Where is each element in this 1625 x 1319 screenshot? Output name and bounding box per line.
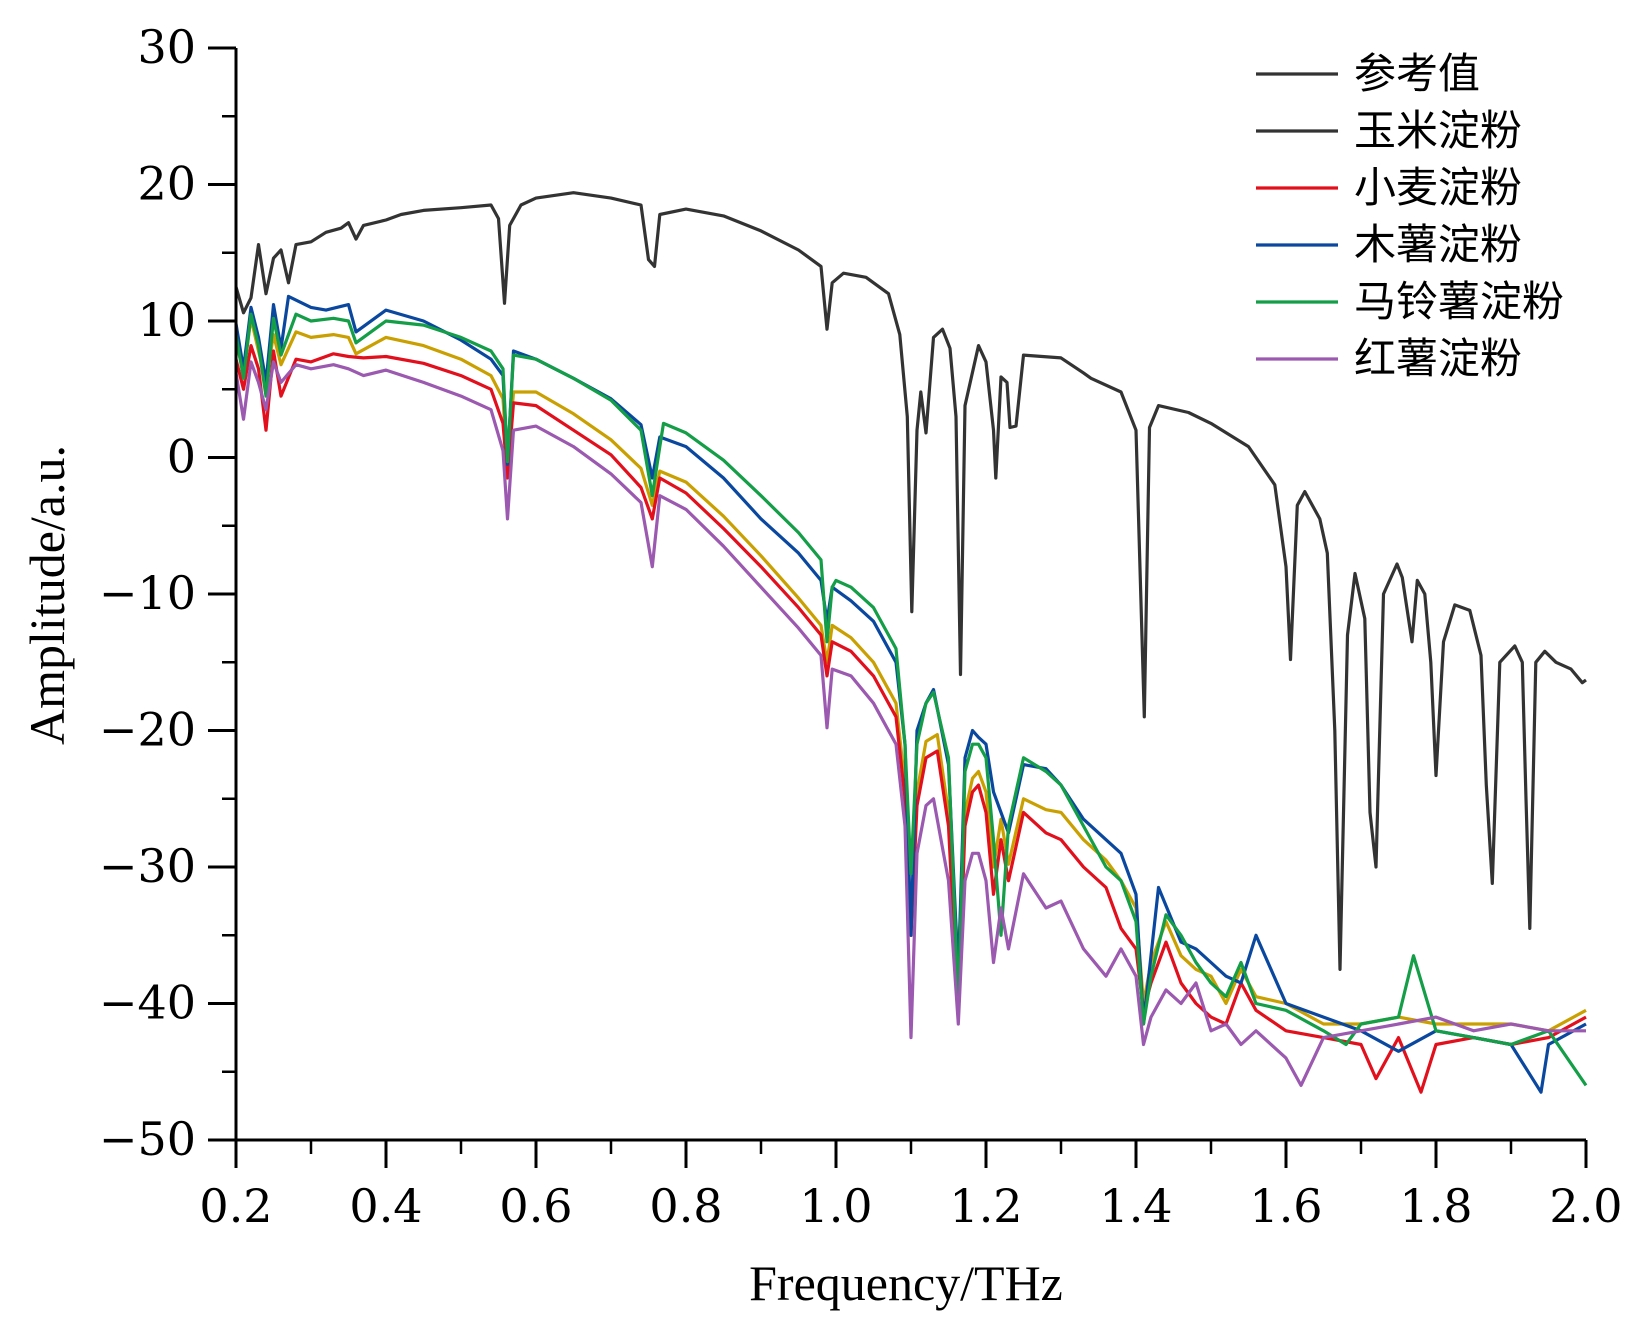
y-tick-label: 0 [167,430,196,484]
y-tick-label: −20 [99,703,196,757]
series-line-1 [234,191,1587,971]
legend-label: 红薯淀粉 [1354,334,1522,383]
x-tick-label: 0.8 [649,1179,722,1233]
x-tick-label: 1.6 [1249,1179,1322,1233]
y-tick-label: −10 [99,566,196,620]
series-line-3 [234,344,1587,1094]
x-tick-label: 1.2 [949,1179,1022,1233]
series-line-4 [234,294,1587,1094]
legend-label: 玉米淀粉 [1354,106,1522,155]
series-line-6 [234,360,1586,1087]
series-line-5 [234,312,1588,1087]
series-layer [234,191,1588,1094]
x-tick-label: 1.8 [1399,1179,1472,1233]
y-axis-title: Amplitude/a.u. [19,445,75,745]
x-tick-label: 2.0 [1549,1179,1622,1233]
legend-label: 木薯淀粉 [1354,220,1522,269]
y-tick-label: 10 [137,293,196,347]
y-tick-label: −40 [99,976,196,1030]
axes: 30 20 10 0 −10 −20 −30 −40 −500.2 0.4 0.6 0.8 1.0 1.2… [99,20,1623,1233]
y-tick-label: −30 [99,839,196,893]
x-tick-label: 0.4 [349,1179,422,1233]
x-tick-label: 1.0 [799,1179,872,1233]
y-tick-label: 20 [137,157,196,211]
legend-label: 小麦淀粉 [1354,163,1522,212]
y-tick-label: −50 [99,1112,196,1166]
x-tick-label: 0.2 [199,1179,272,1233]
x-tick-label: 0.6 [499,1179,572,1233]
legend-label: 参考值 [1354,49,1480,98]
y-tick-label: 30 [137,20,196,74]
legend-label: 马铃薯淀粉 [1354,277,1564,326]
x-axis-title: Frequency/THz [749,1255,1063,1311]
x-tick-label: 1.4 [1099,1179,1172,1233]
